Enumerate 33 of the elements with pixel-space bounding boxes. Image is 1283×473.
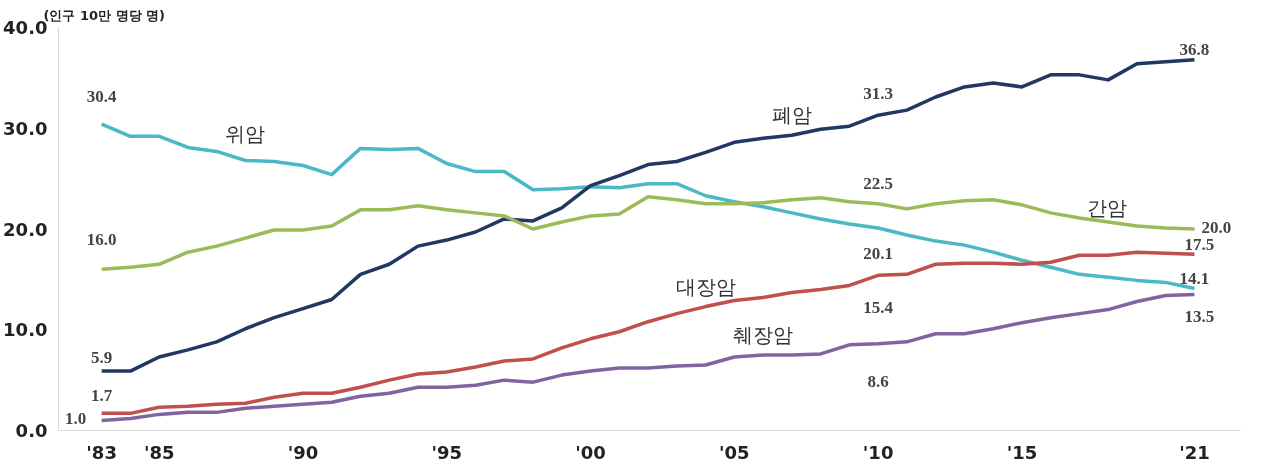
data-label: 15.4 (863, 297, 894, 317)
data-label: 1.7 (91, 385, 113, 405)
data-label: 31.3 (863, 83, 894, 103)
x-tick-label: '90 (287, 441, 319, 463)
data-label: 30.4 (86, 86, 118, 106)
x-tick-label: '05 (719, 441, 750, 463)
data-label: 20.1 (863, 244, 894, 264)
data-label: 22.5 (863, 174, 894, 194)
y-tick-label: 10.0 (3, 319, 48, 341)
y-tick-label: 30.0 (3, 117, 48, 139)
x-tick-label: '15 (1006, 441, 1038, 463)
data-label: 1.0 (65, 408, 87, 428)
y-tick-label: 0.0 (15, 420, 48, 441)
data-label: 20.0 (1201, 217, 1232, 237)
x-tick-label: '10 (862, 441, 894, 463)
data-label: 8.6 (867, 372, 889, 392)
data-label: 16.0 (86, 229, 117, 249)
x-tick-label: '21 (1179, 441, 1210, 463)
series-label: 간암 (1086, 195, 1127, 220)
series-label: 폐암 (771, 103, 812, 128)
series-label: 췌장암 (733, 322, 794, 347)
x-tick-label: '00 (575, 441, 606, 463)
x-tick-label: '85 (143, 441, 175, 463)
data-label: 13.5 (1184, 306, 1215, 326)
data-label: 17.5 (1184, 234, 1215, 254)
x-tick-label: '83 (86, 441, 117, 463)
y-tick-label: 20.0 (3, 218, 48, 240)
data-label: 36.8 (1179, 40, 1210, 60)
x-tick-label: '95 (431, 441, 463, 463)
series-label: 대장암 (675, 274, 736, 299)
data-label: 14.1 (1179, 268, 1210, 288)
series-label: 위암 (225, 122, 266, 147)
data-label: 5.9 (91, 347, 113, 367)
